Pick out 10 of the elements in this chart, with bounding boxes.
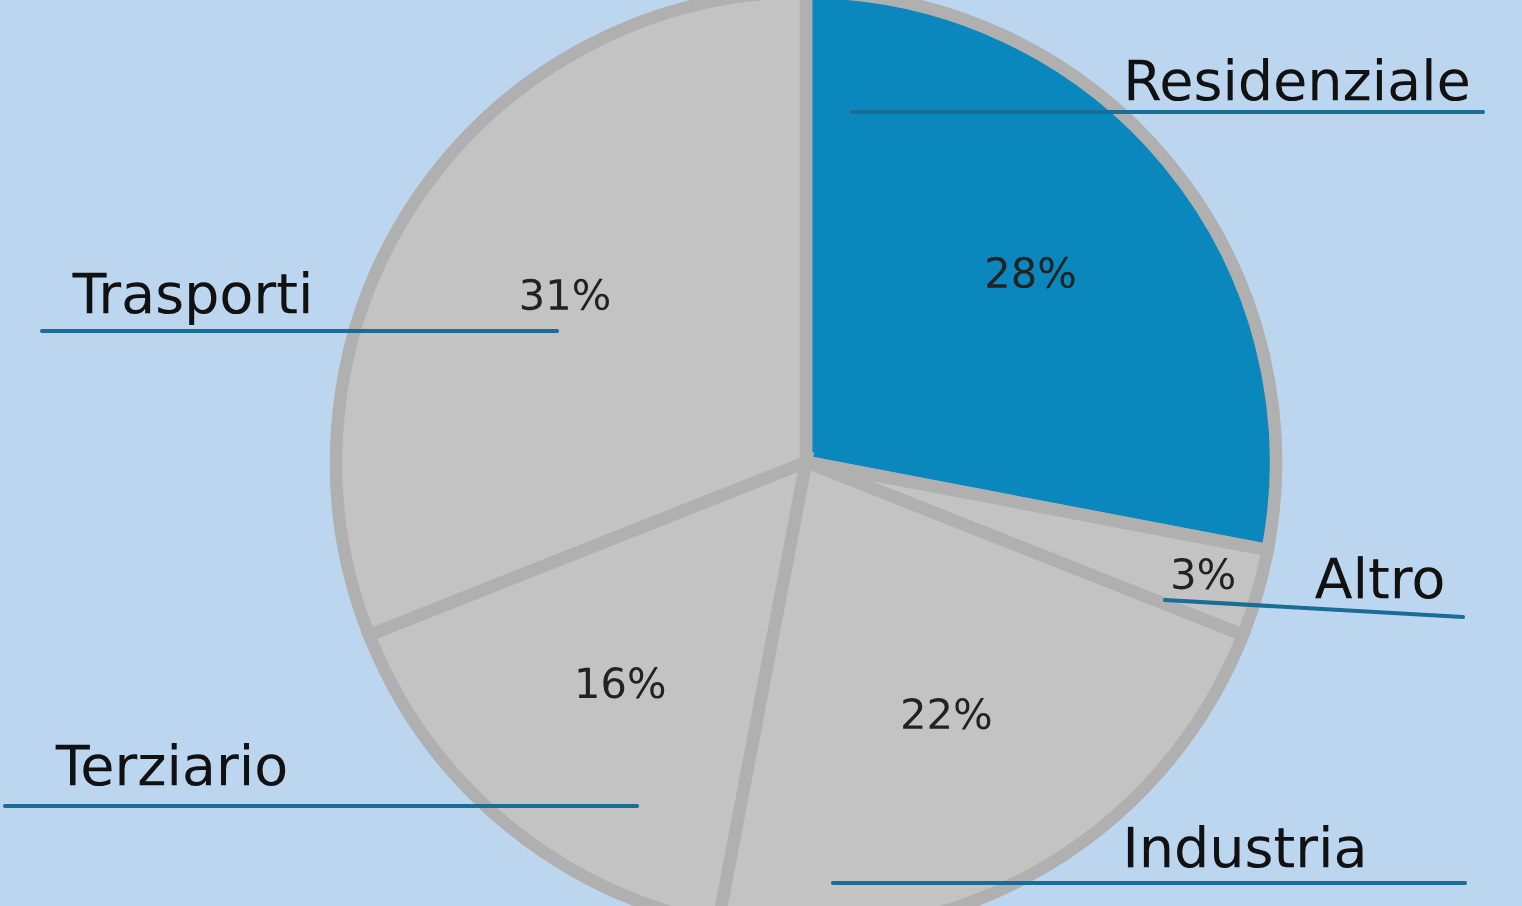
slice-label: Industria bbox=[1127, 825, 1363, 869]
slice-label: Terziario bbox=[55, 743, 286, 787]
data-label: 16% bbox=[578, 667, 665, 699]
data-label: 3% bbox=[1173, 557, 1234, 590]
data-label: 28% bbox=[987, 256, 1075, 289]
data-label: 22% bbox=[903, 697, 991, 730]
slice-label: Residenziale bbox=[1128, 58, 1468, 102]
data-label: 31% bbox=[521, 278, 609, 311]
slice-label: Trasporti bbox=[72, 271, 309, 325]
slice-label: Altro bbox=[1315, 556, 1443, 600]
